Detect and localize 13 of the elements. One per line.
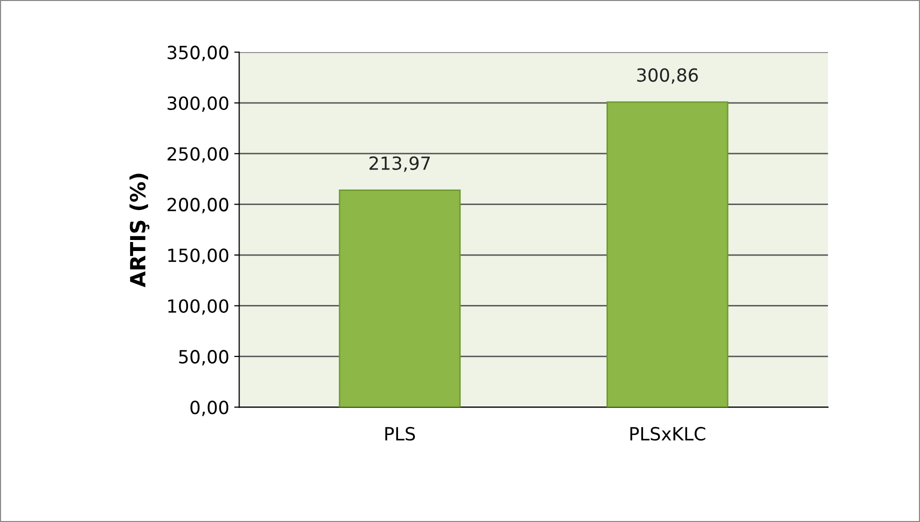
y-tick-label: 50,00 [179,350,228,366]
y-tick-label: 200,00 [168,198,228,214]
y-tick-label: 100,00 [168,299,228,315]
data-label: 300,86 [637,68,698,84]
y-tick-label: 150,00 [168,248,228,264]
y-tick-label: 0,00 [190,400,228,416]
y-tick-label: 350,00 [168,46,228,62]
y-axis-title: ARTIŞ (%) [129,174,150,288]
y-tick-label: 250,00 [168,147,228,163]
data-label: 213,97 [370,156,430,172]
x-tick-label: PLSxKLC [630,426,706,441]
x-tick-label: PLS [385,426,415,441]
y-tick-label: 300,00 [168,96,228,112]
